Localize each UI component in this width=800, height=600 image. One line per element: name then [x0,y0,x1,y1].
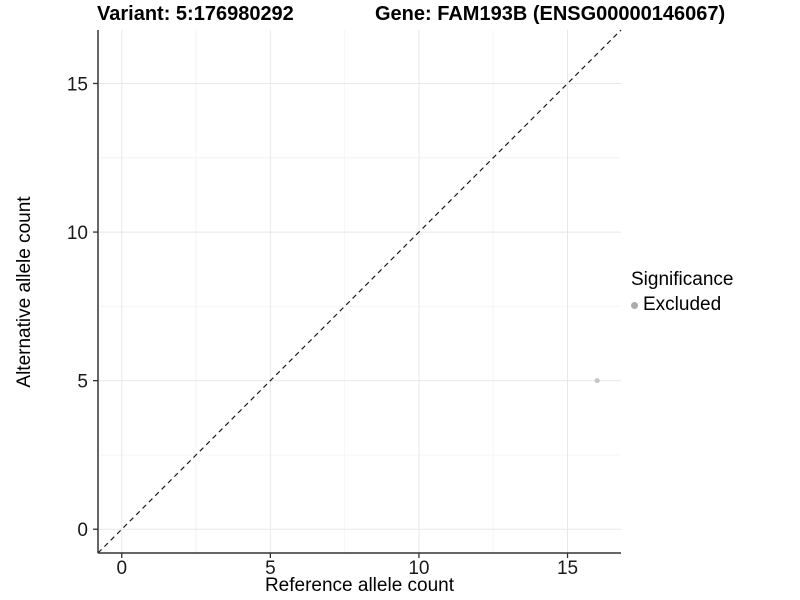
plot-title-variant: Variant: 5:176980292 [97,3,294,25]
y-tick-label: 10 [67,223,88,244]
y-tick-label: 15 [67,74,88,95]
legend-item-label: Excluded [643,294,722,315]
x-tick-label: 15 [557,558,578,579]
x-tick-label: 10 [408,558,429,579]
legend-title: Significance [631,269,734,290]
x-axis-title: Reference allele count [264,575,455,596]
legend: Significance Excluded [631,269,733,316]
legend-item-excluded: Excluded [631,294,733,316]
x-tick-label: 5 [265,558,276,579]
y-axis-title: Alternative allele count [14,196,35,388]
legend-point-icon [631,301,638,309]
data-point [594,378,600,384]
identity-line [97,29,622,554]
plot-title-gene: Gene: FAM193B (ENSG00000146067) [375,3,726,25]
y-tick-label: 5 [77,372,88,393]
y-tick-label: 0 [77,520,88,541]
x-tick-label: 0 [116,558,127,579]
